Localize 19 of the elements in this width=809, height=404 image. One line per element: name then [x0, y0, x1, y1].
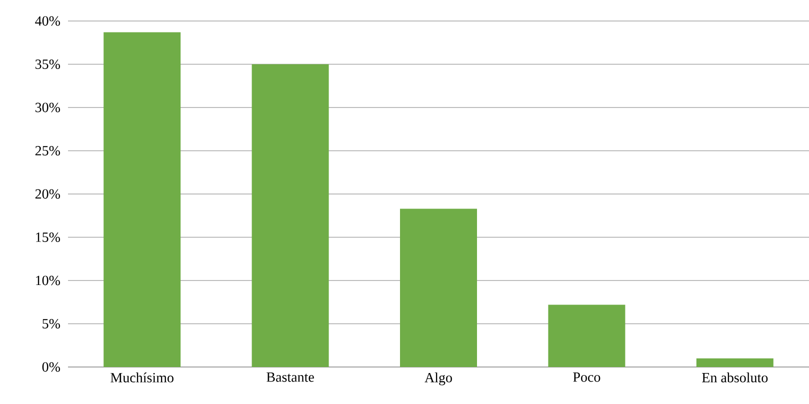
x-tick-label: En absoluto [702, 372, 768, 382]
x-tick-label: Poco [573, 372, 600, 382]
bar [252, 64, 329, 367]
y-tick-label: 35% [35, 59, 60, 69]
x-tick-label: Bastante [266, 372, 314, 382]
bar [696, 358, 774, 367]
y-tick-label: 5% [42, 319, 60, 328]
y-tick-label: 20% [35, 189, 60, 199]
x-tick-label: Muchísimo [110, 372, 174, 382]
y-tick-label: 10% [36, 276, 60, 286]
y-tick-label: 25% [35, 146, 60, 156]
bar [548, 304, 626, 367]
y-tick-label: 40% [35, 16, 60, 26]
bar [400, 208, 478, 367]
y-tick-label: 30% [35, 102, 60, 112]
y-tick-label: 0% [42, 362, 60, 372]
bar [104, 32, 181, 367]
y-tick-label: 15% [36, 232, 60, 242]
x-tick-label: Algo [424, 372, 452, 386]
